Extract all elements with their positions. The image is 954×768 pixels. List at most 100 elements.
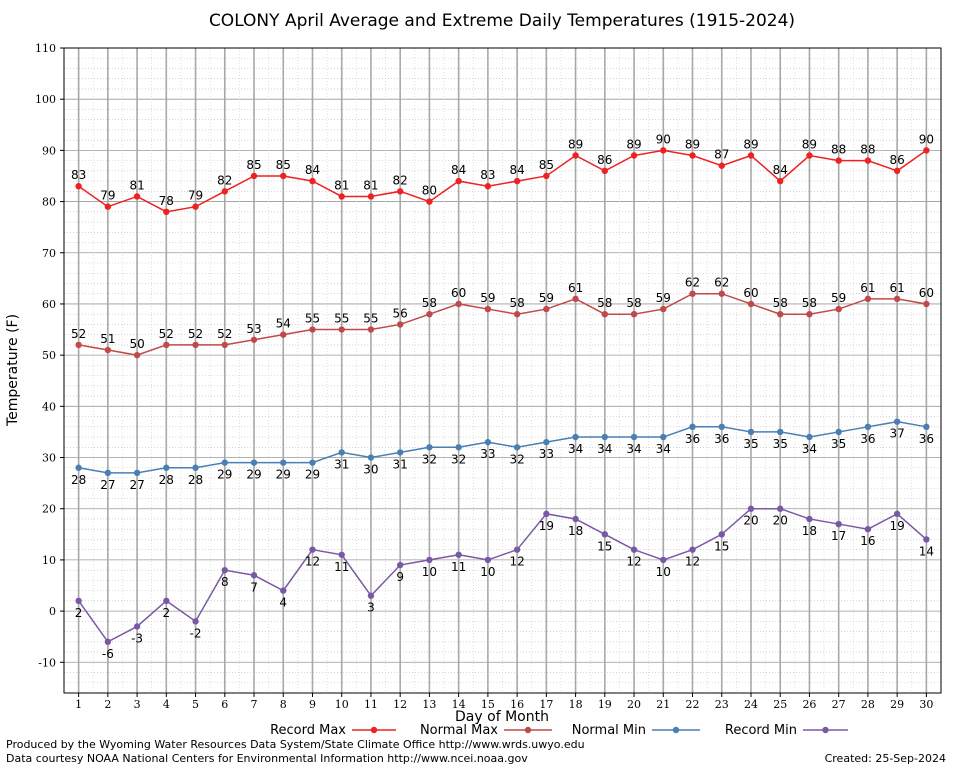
legend-item-normal-min: Normal Min <box>572 723 700 738</box>
data-label-normal-max: 59 <box>656 291 671 305</box>
data-label-normal-min: 29 <box>305 468 320 482</box>
data-point-normal-min <box>864 423 872 431</box>
data-point-record-max <box>133 193 141 200</box>
data-label-normal-max: 60 <box>743 286 758 300</box>
data-label-record-max: 79 <box>188 189 203 203</box>
data-point-record-max <box>250 172 258 180</box>
data-point-normal-min <box>104 469 112 477</box>
data-label-normal-min: 34 <box>802 442 817 456</box>
x-tick-label: 7 <box>251 698 258 711</box>
x-tick-label: 6 <box>221 698 228 711</box>
data-point-record-max <box>572 152 579 159</box>
data-label-record-max: 88 <box>831 143 846 157</box>
legend-marker-record-max <box>370 726 378 734</box>
data-point-record-min <box>893 510 901 518</box>
x-tick-label: 5 <box>192 698 199 711</box>
data-label-record-min: 7 <box>250 580 258 594</box>
data-label-record-max: 81 <box>363 178 378 192</box>
data-point-record-max <box>864 157 872 164</box>
x-tick-label: 8 <box>280 698 287 711</box>
data-point-record-min <box>718 531 725 538</box>
data-label-record-max: 79 <box>100 189 115 203</box>
legend-item-record-max: Record Max <box>270 723 396 738</box>
data-label-record-max: 78 <box>159 194 174 208</box>
data-label-normal-min: 28 <box>159 473 174 487</box>
data-label-record-min: 14 <box>919 544 934 558</box>
data-point-record-max <box>630 152 638 159</box>
data-label-record-min: 12 <box>626 555 641 569</box>
y-tick-label: 20 <box>42 503 56 516</box>
legend-label-normal-min: Normal Min <box>572 723 646 738</box>
legend: Record Max Normal Max Normal Min Record Min <box>270 723 848 738</box>
series-line-record-max <box>78 149 927 213</box>
data-label-normal-max: 59 <box>480 291 495 305</box>
x-tick-label: 11 <box>364 698 378 711</box>
data-point-record-max <box>221 188 228 195</box>
x-tick-label: 19 <box>598 698 612 711</box>
series-line-normal-max <box>78 292 927 356</box>
data-label-record-min: -3 <box>131 631 143 645</box>
data-point-normal-max <box>689 290 696 297</box>
x-tick-label: 18 <box>569 698 583 711</box>
data-point-record-max <box>104 203 112 210</box>
data-point-normal-min <box>806 433 813 441</box>
data-point-normal-min <box>250 459 258 466</box>
data-label-normal-min: 33 <box>480 447 495 461</box>
data-label-normal-min: 28 <box>188 473 203 487</box>
data-label-record-max: 90 <box>919 132 934 146</box>
data-label-record-min: 11 <box>334 560 349 574</box>
data-point-normal-min <box>747 428 755 436</box>
data-label-normal-min: 35 <box>831 437 846 451</box>
data-label-normal-min: 34 <box>656 442 671 456</box>
data-label-normal-max: 50 <box>129 337 144 351</box>
data-point-record-max <box>192 203 199 210</box>
data-label-normal-max: 58 <box>597 296 612 310</box>
data-point-normal-max <box>75 341 82 349</box>
data-label-record-max: 82 <box>393 173 408 187</box>
data-point-record-min <box>543 510 550 518</box>
series-normal-max: 52 51 50 52 52 52 53 54 55 55 55 56 58 60 59 58 59 61 58 58… <box>71 276 934 359</box>
x-tick-label: 14 <box>452 698 466 711</box>
x-tick-label: 3 <box>134 698 141 711</box>
data-point-normal-max <box>309 326 316 333</box>
x-tick-label: 21 <box>656 698 670 711</box>
data-point-normal-max <box>192 341 199 349</box>
legend-marker-record-min <box>822 726 829 734</box>
y-tick-label: 0 <box>49 605 56 618</box>
data-label-normal-min: 36 <box>714 432 729 446</box>
data-point-normal-max <box>367 326 375 333</box>
data-label-record-min: 17 <box>831 529 846 543</box>
data-point-normal-max <box>513 310 521 318</box>
data-label-record-max: 81 <box>334 178 349 192</box>
data-point-normal-max <box>630 310 638 318</box>
x-tick-label: 16 <box>510 698 524 711</box>
x-tick-label: 25 <box>773 698 787 711</box>
data-label-record-max: 88 <box>860 143 875 157</box>
y-tick-label: 90 <box>42 144 56 157</box>
x-tick-label: 10 <box>335 698 349 711</box>
data-point-normal-min <box>893 418 901 425</box>
x-axis-label: Day of Month <box>455 709 549 725</box>
data-point-record-max <box>484 183 492 190</box>
data-label-normal-min: 32 <box>451 452 466 466</box>
data-label-normal-max: 54 <box>276 317 291 331</box>
data-point-record-min <box>689 546 696 553</box>
data-point-record-min <box>484 556 492 564</box>
data-point-normal-min <box>601 433 609 441</box>
data-point-record-min <box>572 515 579 523</box>
data-point-normal-min <box>572 433 579 441</box>
data-point-record-max <box>426 198 433 205</box>
data-point-normal-max <box>163 341 170 349</box>
data-label-record-min: 16 <box>860 534 875 548</box>
data-label-record-max: 85 <box>276 158 291 172</box>
data-label-normal-max: 55 <box>363 312 378 326</box>
data-label-normal-max: 59 <box>831 291 846 305</box>
series-record-max: 83 79 81 78 79 82 85 85 84 81 81 82 80 84 83 84 85 89 86 89… <box>71 132 934 216</box>
data-label-record-min: 20 <box>773 514 788 528</box>
data-label-record-max: 87 <box>714 148 729 162</box>
data-label-record-min: 10 <box>480 565 495 579</box>
data-label-record-min: 19 <box>890 519 905 533</box>
data-point-normal-max <box>893 295 901 303</box>
